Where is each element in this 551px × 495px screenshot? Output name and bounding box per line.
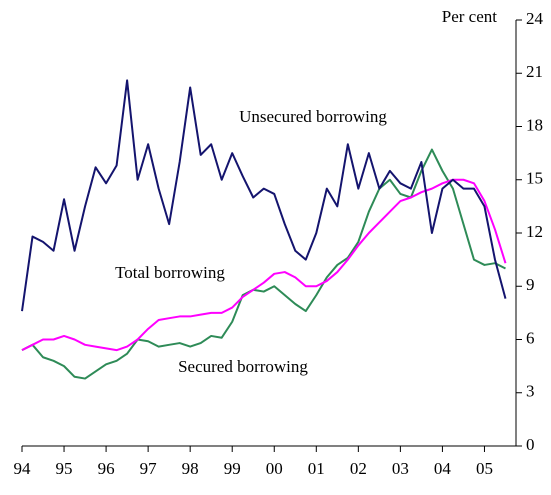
series-line [21,178,507,352]
series-line [21,148,506,380]
x-tick-label: 01 [308,459,325,478]
x-tick-label: 02 [350,459,367,478]
x-tick-label: 98 [182,459,199,478]
x-tick-label: 04 [434,459,452,478]
y-tick-label: 9 [526,275,535,294]
x-tick-label: 94 [14,459,32,478]
y-tick-label: 15 [526,169,543,188]
y-axis-label: Per cent [442,7,498,26]
y-tick-label: 21 [526,62,543,81]
x-tick-label: 97 [140,459,158,478]
annotation: Secured borrowing [178,357,308,376]
y-tick-label: 0 [526,435,535,454]
y-tick-label: 3 [526,382,535,401]
y-tick-label: 24 [526,9,544,28]
annotation: Unsecured borrowing [239,107,387,126]
x-tick-label: 00 [266,459,283,478]
x-tick-label: 99 [224,459,241,478]
x-tick-label: 05 [476,459,493,478]
x-tick-label: 95 [56,459,73,478]
y-tick-label: 12 [526,222,543,241]
x-tick-label: 03 [392,459,409,478]
series-line [21,79,507,312]
y-tick-label: 18 [526,115,543,134]
y-tick-label: 6 [526,328,535,347]
x-tick-label: 96 [98,459,115,478]
annotation: Total borrowing [115,263,225,282]
